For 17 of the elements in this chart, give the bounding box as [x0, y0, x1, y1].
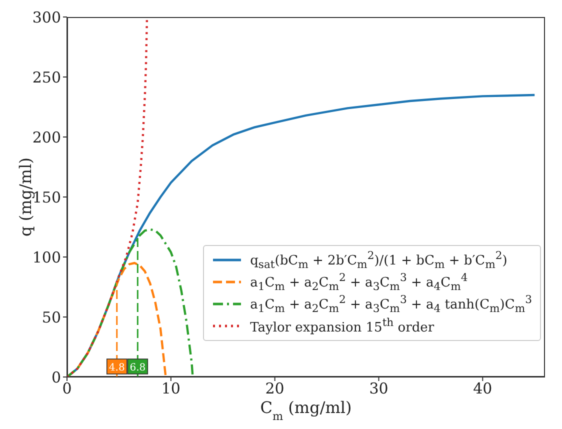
x-tick-label: 20	[265, 380, 284, 398]
legend-label: Taylor expansion 15$^{th}$ order	[250, 316, 434, 336]
y-tick-label: 0	[51, 368, 61, 386]
x-axis-title: C$_{m}$ (mg/ml)	[260, 398, 352, 422]
y-tick-label: 100	[32, 248, 61, 266]
y-axis-title: q (mg/ml)	[16, 158, 35, 236]
y-tick-label: 200	[32, 128, 61, 146]
y-tick-label: 50	[42, 308, 61, 326]
x-tick-label: 10	[161, 380, 180, 398]
y-tick-label: 300	[32, 8, 61, 26]
y-tick-label: 250	[32, 68, 61, 86]
x-tick-label: 40	[473, 380, 492, 398]
line-series	[67, 228, 194, 377]
x-tick-label: 30	[369, 380, 388, 398]
ref-line-label: 6.8	[130, 362, 146, 374]
text: q$_{sat}$(bC$_{m}$ + 2b′C$_{m}$$^{2}$)/(1 + bC$_{m}$ + b′C$_{m}$$^{2}$)	[250, 249, 508, 271]
ref-line-label: 4.8	[108, 362, 125, 374]
